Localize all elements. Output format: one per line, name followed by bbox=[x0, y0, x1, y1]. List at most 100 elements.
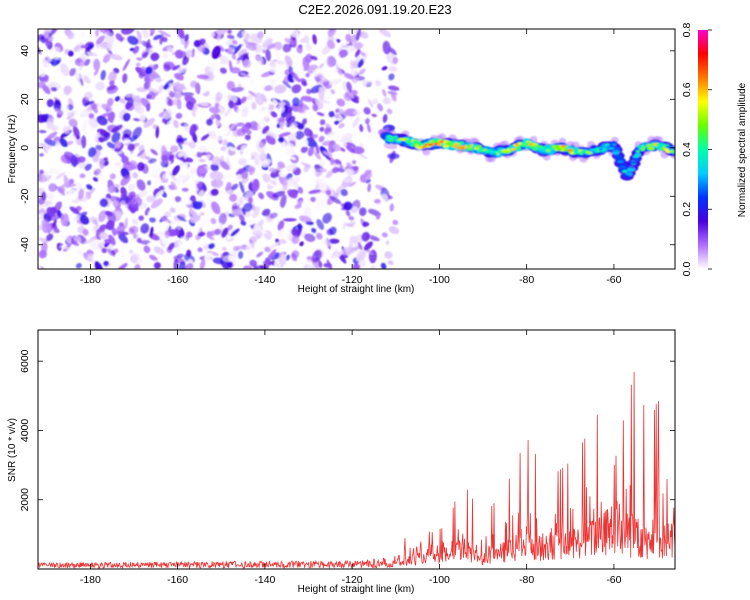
noise-blob bbox=[219, 67, 227, 74]
noise-blob bbox=[141, 51, 149, 59]
noise-blob bbox=[267, 249, 277, 260]
x-tick-label: -60 bbox=[606, 574, 621, 586]
noise-blob bbox=[85, 191, 92, 200]
noise-blob bbox=[98, 158, 105, 170]
noise-blob bbox=[330, 158, 335, 165]
noise-blob bbox=[93, 58, 101, 71]
noise-blob bbox=[362, 169, 372, 178]
noise-blob bbox=[218, 45, 225, 52]
noise-blob bbox=[198, 38, 206, 46]
noise-blob bbox=[243, 202, 253, 213]
noise-blob bbox=[68, 118, 78, 128]
noise-blob bbox=[63, 151, 76, 162]
noise-blob bbox=[365, 80, 373, 86]
noise-blob bbox=[374, 198, 381, 204]
noise-blob bbox=[131, 197, 143, 209]
noise-blob bbox=[136, 30, 142, 41]
noise-blob bbox=[65, 40, 77, 46]
noise-blob bbox=[75, 135, 81, 140]
noise-blob bbox=[329, 67, 339, 79]
noise-blob bbox=[304, 233, 316, 242]
noise-blob bbox=[350, 34, 358, 44]
noise-blob bbox=[299, 241, 304, 247]
noise-blob bbox=[258, 192, 265, 200]
noise-blob bbox=[115, 223, 126, 235]
noise-blob bbox=[317, 98, 330, 104]
noise-blob bbox=[301, 95, 314, 102]
noise-blob bbox=[56, 242, 62, 251]
noise-blob bbox=[151, 161, 161, 176]
noise-blob bbox=[222, 255, 235, 263]
noise-blob bbox=[210, 230, 216, 237]
noise-blob bbox=[334, 120, 340, 125]
noise-blob bbox=[325, 96, 333, 100]
noise-blob bbox=[208, 242, 215, 250]
noise-blob bbox=[66, 236, 72, 244]
noise-blob bbox=[218, 212, 227, 225]
noise-blob bbox=[359, 68, 366, 75]
signal-cell bbox=[629, 166, 634, 169]
noise-blob bbox=[330, 89, 336, 95]
noise-blob bbox=[328, 238, 340, 244]
noise-blob bbox=[109, 173, 116, 180]
noise-blob bbox=[322, 238, 331, 247]
x-tick-label: -160 bbox=[167, 574, 188, 586]
colorbar-tick-label: 0.4 bbox=[681, 142, 693, 157]
noise-blob bbox=[145, 66, 153, 75]
noise-blob bbox=[150, 198, 163, 209]
noise-blob bbox=[268, 78, 278, 90]
noise-blob bbox=[264, 85, 274, 92]
noise-blob bbox=[89, 132, 97, 139]
y-tick-label: 4000 bbox=[19, 419, 31, 443]
noise-blob bbox=[149, 226, 154, 238]
noise-blob bbox=[162, 221, 170, 230]
signal-cell bbox=[622, 170, 628, 173]
noise-blob bbox=[40, 142, 48, 154]
noise-blob bbox=[314, 151, 322, 160]
noise-blob bbox=[226, 93, 232, 101]
noise-blob bbox=[168, 184, 175, 191]
noise-blob bbox=[115, 62, 125, 68]
noise-blob bbox=[176, 215, 187, 222]
noise-blob bbox=[353, 234, 364, 246]
noise-blob bbox=[153, 34, 162, 41]
noise-blob bbox=[356, 250, 367, 262]
noise-blob bbox=[148, 211, 154, 217]
noise-blob bbox=[225, 234, 233, 241]
noise-blob bbox=[127, 183, 136, 191]
noise-blob bbox=[293, 176, 301, 183]
noise-blob bbox=[270, 212, 278, 219]
noise-blob bbox=[174, 49, 184, 59]
noise-blob bbox=[319, 119, 326, 126]
noise-blob bbox=[215, 114, 221, 121]
noise-blob bbox=[222, 140, 228, 146]
noise-blob bbox=[38, 196, 45, 205]
noise-blob bbox=[389, 203, 395, 212]
noise-blob bbox=[125, 161, 131, 165]
noise-blob bbox=[270, 111, 278, 118]
noise-blob bbox=[181, 187, 189, 192]
noise-blob bbox=[58, 185, 66, 193]
noise-blob bbox=[384, 127, 389, 131]
noise-blob bbox=[382, 97, 392, 105]
noise-blob bbox=[38, 81, 46, 89]
noise-blob bbox=[336, 38, 341, 43]
noise-blob bbox=[352, 42, 364, 50]
noise-blob bbox=[153, 246, 165, 255]
signal-cell bbox=[646, 143, 652, 147]
noise-blob bbox=[99, 232, 108, 240]
noise-blob bbox=[316, 232, 323, 240]
noise-blob bbox=[248, 75, 255, 87]
noise-blob bbox=[359, 123, 364, 133]
noise-blob bbox=[98, 210, 107, 223]
signal-cell bbox=[604, 143, 610, 147]
noise-blob bbox=[136, 179, 146, 191]
noise-blob bbox=[236, 191, 241, 206]
noise-blob bbox=[264, 159, 271, 165]
noise-blob bbox=[47, 81, 61, 91]
noise-blob bbox=[256, 251, 264, 258]
noise-blob bbox=[387, 85, 400, 91]
noise-blob bbox=[46, 192, 55, 201]
noise-blob bbox=[291, 84, 302, 94]
signal-cell bbox=[608, 147, 615, 150]
